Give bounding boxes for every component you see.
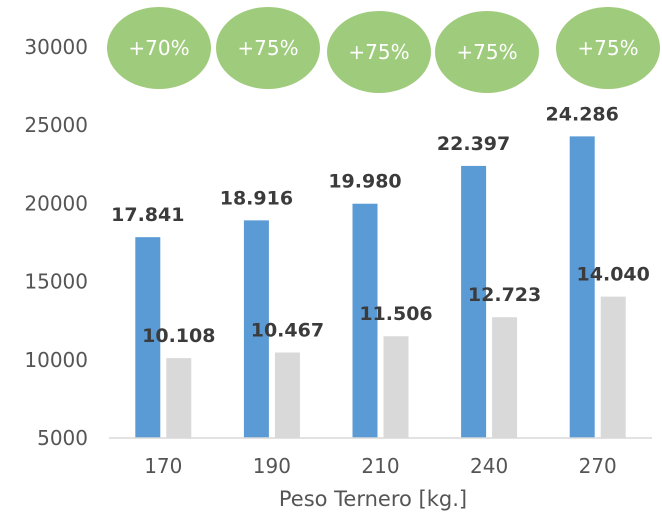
data-label-series-2: 10.467 xyxy=(251,319,324,341)
x-tick-label: 190 xyxy=(253,454,291,478)
x-tick-label: 270 xyxy=(579,454,617,478)
x-tick-label: 210 xyxy=(361,454,399,478)
y-tick-label: 10000 xyxy=(24,348,88,372)
y-tick-label: 30000 xyxy=(24,35,88,59)
bar-series-2 xyxy=(166,358,192,438)
bar-series-2 xyxy=(492,317,518,438)
percentage-bubble-label: +75% xyxy=(456,40,517,64)
percentage-bubble-label: +75% xyxy=(237,36,298,60)
y-tick-label: 25000 xyxy=(24,113,88,137)
percentage-bubble xyxy=(556,7,660,89)
bar-series-1 xyxy=(352,203,378,438)
bar-series-1 xyxy=(461,165,487,438)
percentage-bubbles: +70% +75% +75% +75% +75% xyxy=(107,7,660,93)
data-label-series-2: 14.040 xyxy=(577,264,650,286)
bar-series-2 xyxy=(600,296,626,438)
data-label-series-1: 22.397 xyxy=(437,133,510,155)
percentage-bubble-label: +75% xyxy=(577,36,638,60)
y-tick-label: 15000 xyxy=(24,270,88,294)
x-axis-ticks: 170 190 210 240 270 xyxy=(144,454,617,478)
bars: 17.841 10.108 18.916 10.467 19.980 11.506 22.3… xyxy=(111,103,650,439)
percentage-bubble xyxy=(327,11,431,93)
data-label-series-2: 11.506 xyxy=(359,303,432,325)
data-label-series-1: 17.841 xyxy=(111,204,184,226)
data-label-series-1: 18.916 xyxy=(220,187,293,209)
bar-series-2 xyxy=(274,352,300,438)
x-tick-label: 170 xyxy=(144,454,182,478)
y-tick-label: 20000 xyxy=(24,191,88,215)
bar-series-1 xyxy=(243,220,269,438)
data-label-series-2: 10.108 xyxy=(142,325,215,347)
data-label-series-1: 24.286 xyxy=(546,103,619,125)
percentage-bubble xyxy=(107,7,211,89)
x-tick-label: 240 xyxy=(470,454,508,478)
bar-series-2 xyxy=(383,336,409,438)
data-label-series-2: 12.723 xyxy=(468,284,541,306)
data-label-series-1: 19.980 xyxy=(328,171,401,193)
bar-series-1 xyxy=(569,136,595,439)
percentage-bubble-label: +75% xyxy=(348,40,409,64)
x-axis-title: Peso Ternero [kg.] xyxy=(279,487,467,511)
percentage-bubble xyxy=(435,11,539,93)
percentage-bubble xyxy=(216,7,320,89)
y-tick-label: 5000 xyxy=(37,426,88,450)
y-axis-ticks: 5000 10000 15000 20000 25000 30000 xyxy=(24,35,88,450)
percentage-bubble-label: +70% xyxy=(128,36,189,60)
bar-series-1 xyxy=(135,237,161,438)
